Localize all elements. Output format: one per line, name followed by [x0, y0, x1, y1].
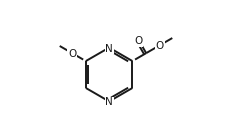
Text: O: O [156, 41, 164, 51]
Text: O: O [68, 49, 76, 59]
Text: N: N [105, 97, 113, 107]
Text: N: N [105, 44, 113, 54]
Text: O: O [134, 36, 143, 46]
